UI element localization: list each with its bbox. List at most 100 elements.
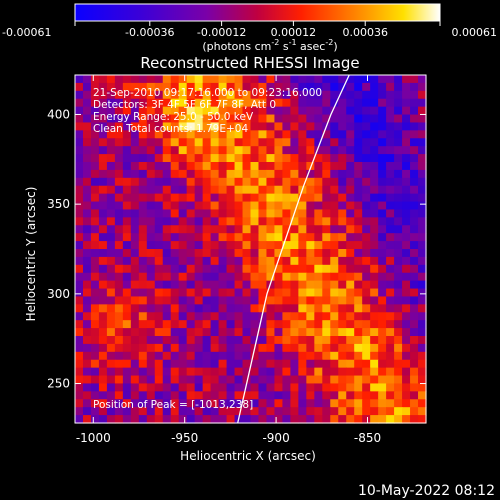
heatmap-cell [386, 138, 395, 147]
heatmap-cell [218, 304, 228, 313]
heatmap-cell [90, 162, 100, 171]
heatmap-cell [178, 241, 188, 250]
heatmap-cell [410, 272, 419, 282]
heatmap-cell [410, 177, 419, 187]
heatmap-cell [146, 225, 156, 234]
heatmap-cell [82, 296, 92, 305]
heatmap-cell [234, 82, 244, 92]
heatmap-cell [418, 233, 427, 242]
heatmap-cell [410, 328, 419, 337]
heatmap-cell [98, 122, 108, 131]
heatmap-cell [154, 201, 164, 211]
heatmap-cell [298, 114, 307, 124]
heatmap-cell [298, 138, 307, 147]
heatmap-cell [186, 264, 196, 274]
heatmap-cell [250, 233, 260, 242]
heatmap-cell [218, 169, 228, 179]
heatmap-cell [90, 351, 100, 361]
heatmap-cell [146, 114, 156, 124]
heatmap-cell [242, 312, 252, 321]
annotation-peak-position: Position of Peak = [-1013,238] [93, 399, 253, 411]
heatmap-cell [90, 90, 100, 100]
heatmap-cell [274, 415, 284, 424]
heatmap-cell [250, 138, 260, 147]
heatmap-cell [186, 328, 196, 337]
heatmap-cell [386, 193, 395, 203]
heatmap-cell [234, 162, 244, 171]
heatmap-cell [114, 185, 124, 195]
heatmap-cell [346, 343, 355, 353]
heatmap-cell [98, 130, 108, 139]
colorbar: -0.00061 -0.00036 -0.00012 0.00012 0.00036 0.… [2, 3, 497, 53]
heatmap-cell [282, 256, 291, 266]
heatmap-cell [178, 296, 188, 305]
heatmap-cell [106, 264, 116, 274]
heatmap-cell [306, 209, 315, 218]
heatmap-cell [266, 130, 276, 139]
heatmap-cell [178, 304, 188, 313]
heatmap-cell [362, 320, 371, 329]
heatmap-cell [146, 249, 156, 258]
heatmap-cell [338, 312, 347, 321]
heatmap-cell [114, 272, 124, 282]
heatmap-cell [226, 399, 236, 408]
heatmap-cell [130, 90, 140, 100]
heatmap-cell [330, 328, 339, 337]
heatmap-cell [226, 241, 236, 250]
heatmap-cell [202, 138, 212, 147]
heatmap-cell [114, 249, 124, 258]
heatmap-cell [378, 162, 387, 171]
heatmap-cell [226, 304, 236, 313]
heatmap-cell [250, 225, 260, 234]
heatmap-cell [418, 391, 427, 400]
heatmap-cell [250, 209, 260, 218]
heatmap-cell [138, 75, 148, 84]
annotation-block: 21-Sep-2010 09:17:16.000 to 09:23:16.000… [93, 87, 322, 411]
heatmap-cell [106, 296, 116, 305]
heatmap-cell [266, 177, 276, 187]
heatmap-cell [98, 169, 108, 179]
heatmap-cell [114, 407, 124, 416]
heatmap-cell [386, 304, 395, 313]
heatmap-cell [194, 90, 204, 100]
heatmap-cell [75, 98, 84, 108]
heatmap-cell [210, 122, 220, 131]
heatmap-cell [306, 82, 315, 92]
heatmap-cell [162, 114, 172, 124]
heatmap-cell [75, 249, 84, 258]
heatmap-cell [218, 177, 228, 187]
heatmap-cell [410, 256, 419, 266]
heatmap-cell [362, 90, 371, 100]
heatmap-cell [330, 359, 339, 369]
heatmap-cell [402, 90, 411, 100]
heatmap-cell [242, 320, 252, 329]
heatmap-cell [314, 359, 323, 369]
heatmap-cell [130, 193, 140, 203]
heatmap-cell [418, 154, 427, 163]
heatmap-cell [202, 169, 212, 179]
heatmap-cell [418, 130, 427, 139]
heatmap-cell [338, 162, 347, 171]
heatmap-cell [306, 399, 315, 408]
heatmap-cell [410, 367, 419, 377]
heatmap-cell [274, 383, 284, 392]
heatmap-cell [298, 288, 307, 298]
heatmap-cell [234, 264, 244, 274]
heatmap-cell [298, 264, 307, 274]
heatmap-cell [314, 98, 323, 108]
heatmap-cell [298, 98, 307, 108]
heatmap-cell [362, 336, 371, 345]
heatmap-cell [75, 130, 84, 139]
heatmap-cell [402, 122, 411, 131]
heatmap-cell [234, 209, 244, 218]
heatmap-cell [362, 106, 371, 116]
heatmap-cell [330, 280, 339, 290]
heatmap-cell [354, 177, 363, 187]
heatmap-cell [98, 249, 108, 258]
heatmap-cell [274, 320, 284, 329]
heatmap-cell [394, 296, 403, 305]
heatmap-cell [418, 320, 427, 329]
heatmap-cell [274, 114, 284, 124]
heatmap-cell [210, 304, 220, 313]
heatmap-cell [306, 391, 315, 400]
